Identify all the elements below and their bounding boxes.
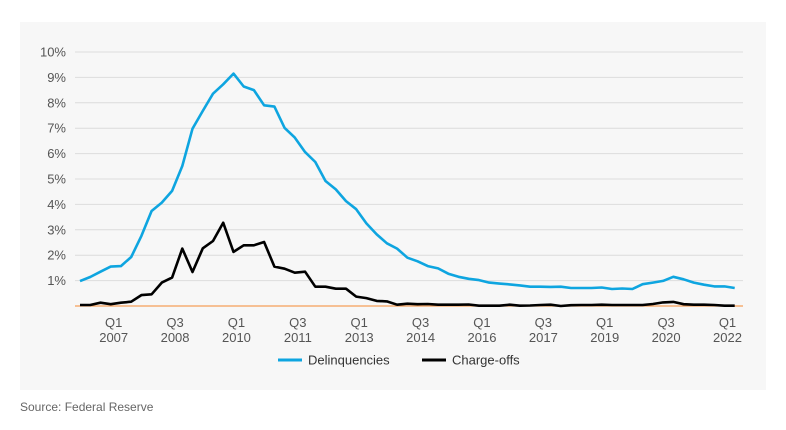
y-tick-label: 10% [40,45,66,60]
y-tick-label: 1% [47,273,66,288]
x-tick-year: 2014 [406,330,435,345]
x-tick-year: 2017 [529,330,558,345]
x-tick-year: 2011 [284,330,312,345]
y-tick-label: 6% [47,146,66,161]
x-tick-year: 2019 [590,330,619,345]
legend-label-charge-offs: Charge-offs [452,353,520,368]
x-tick-year: 2022 [713,330,742,345]
x-tick-year: 2013 [345,330,374,345]
x-tick-quarter: Q1 [351,315,368,330]
series-charge-offs [80,221,735,308]
x-tick-quarter: Q1 [228,315,245,330]
y-tick-label: 9% [47,70,66,85]
x-tick-quarter: Q1 [473,315,490,330]
chart-panel: 1% 2% 3% 4% 5% 6% 7% 8% 9% 10% Q1 2007 Q3 2008 Q1 2010 Q… [20,22,766,390]
x-tick-quarter: Q1 [719,315,736,330]
x-tick-quarter: Q1 [105,315,122,330]
x-tick-quarter: Q3 [166,315,183,330]
x-tick-quarter: Q3 [289,315,306,330]
line-chart: 1%2%3%4%5%6%7%8%9%10%Q12007Q32008Q12010Q… [40,45,743,368]
source-note: Source: Federal Reserve [20,400,154,414]
y-tick-label: 4% [47,197,66,212]
x-tick-year: 2010 [222,330,251,345]
y-tick-label: 2% [47,248,66,263]
x-tick-year: 2020 [652,330,681,345]
y-tick-label: 7% [47,121,66,136]
x-tick-quarter: Q3 [535,315,552,330]
y-tick-label: 3% [47,222,66,237]
x-tick-quarter: Q3 [412,315,429,330]
y-tick-label: 5% [47,172,66,187]
x-tick-quarter: Q1 [596,315,613,330]
series-delinquencies [79,72,735,291]
x-tick-year: 2008 [161,330,190,345]
y-tick-label: 8% [47,95,66,110]
x-tick-quarter: Q3 [657,315,674,330]
legend-label-delinquencies: Delinquencies [308,353,390,368]
series-line-charge-offs [80,221,735,308]
series-line-delinquencies [79,72,735,291]
x-tick-year: 2007 [99,330,128,345]
x-tick-year: 2016 [468,330,497,345]
